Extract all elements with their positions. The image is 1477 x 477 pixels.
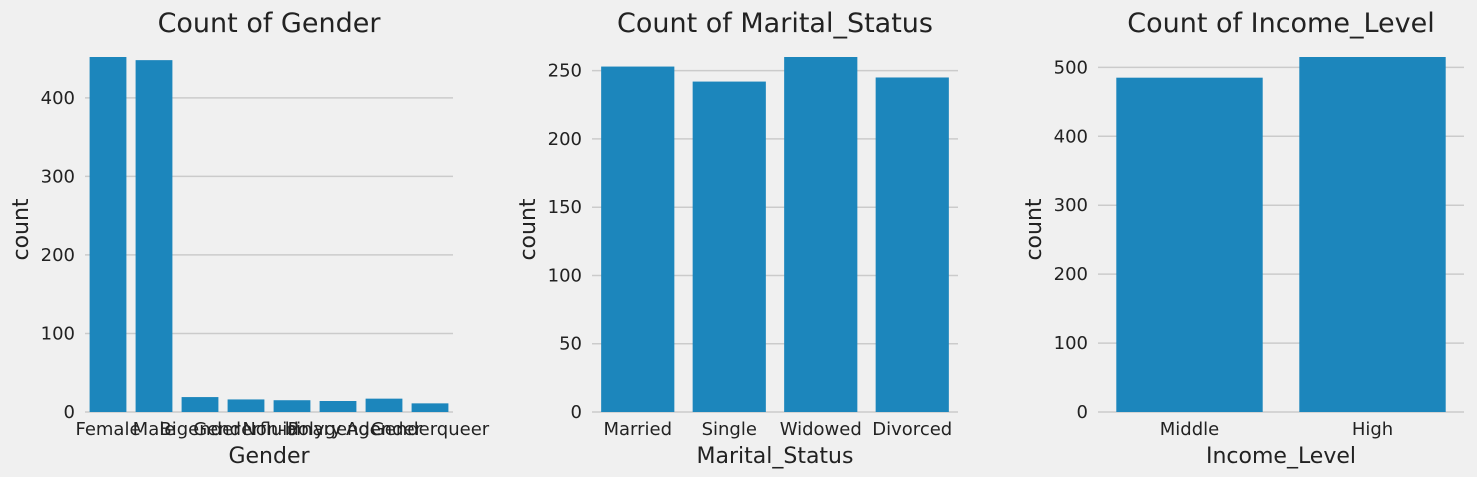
y-tick-label: 400 — [41, 88, 75, 109]
bar-bigender — [181, 397, 219, 412]
x-tick-label: Genderqueer — [371, 419, 490, 440]
x-tick-label: Widowed — [780, 419, 862, 440]
y-tick-label: 200 — [41, 245, 75, 266]
bar-agender — [365, 398, 403, 412]
bar-male — [135, 60, 173, 412]
x-tick-label: Polygender — [288, 419, 389, 440]
x-tick-label: Male — [133, 419, 176, 440]
y-tick-label: 400 — [1054, 126, 1088, 147]
x-axis-label: Marital_Status — [697, 444, 854, 469]
bar-non-binary — [273, 400, 311, 412]
y-tick-label: 100 — [1054, 333, 1088, 354]
y-tick-label: 300 — [1054, 195, 1088, 216]
gender-count-chart: 0 100 200 300 400 FemaleMaleBigenderGenderflu… — [9, 8, 490, 469]
marital-status-count-chart: 0 50 100 150 200 250 Married Single Widowed Divor… — [516, 8, 958, 469]
y-axis-label: count — [1022, 198, 1047, 260]
y-tick-label: 0 — [571, 402, 582, 423]
x-tick-label: Married — [603, 419, 672, 440]
bar-middle — [1116, 77, 1263, 412]
y-tick-label: 0 — [1077, 402, 1088, 423]
x-tick-label: Single — [702, 419, 757, 440]
x-tick-label: Middle — [1160, 419, 1219, 440]
x-axis-label: Gender — [228, 444, 310, 469]
y-tick-label: 100 — [548, 265, 582, 286]
chart-title: Count of Income_Level — [1127, 8, 1435, 39]
x-tick-label: Genderfluid — [193, 419, 299, 440]
income-level-count-chart: 0 100 200 300 400 500 Middle High Count of Incom… — [1022, 8, 1464, 469]
bar-genderfluid — [227, 399, 265, 412]
y-tick-label: 150 — [548, 197, 582, 218]
bar-divorced — [875, 77, 949, 412]
y-tick-label: 250 — [548, 61, 582, 82]
x-tick-label: Bigender — [159, 419, 241, 440]
y-tick-label: 100 — [41, 323, 75, 344]
y-tick-label: 50 — [559, 334, 582, 355]
y-tick-label: 0 — [64, 402, 75, 423]
bar-high — [1299, 57, 1446, 412]
bar-genderqueer — [411, 403, 449, 412]
x-tick-label: Divorced — [872, 419, 952, 440]
x-tick-label: High — [1352, 419, 1393, 440]
x-tick-label: Agender — [346, 419, 423, 440]
y-tick-label: 500 — [1054, 57, 1088, 78]
bar-widowed — [784, 57, 858, 412]
bar-married — [601, 66, 675, 413]
chart-title: Count of Marital_Status — [617, 8, 933, 39]
bar-female — [89, 57, 127, 412]
y-axis-label: count — [516, 198, 541, 260]
chart-title: Count of Gender — [158, 8, 382, 39]
y-tick-label: 200 — [1054, 264, 1088, 285]
bar-polygender — [319, 401, 357, 412]
bar-single — [692, 81, 766, 413]
y-axis-label: count — [9, 198, 34, 260]
x-axis-label: Income_Level — [1206, 444, 1356, 469]
x-tick-label: Non-binary — [242, 419, 342, 440]
y-tick-label: 300 — [41, 166, 75, 187]
x-tick-label: Female — [75, 419, 140, 440]
y-tick-label: 200 — [548, 129, 582, 150]
